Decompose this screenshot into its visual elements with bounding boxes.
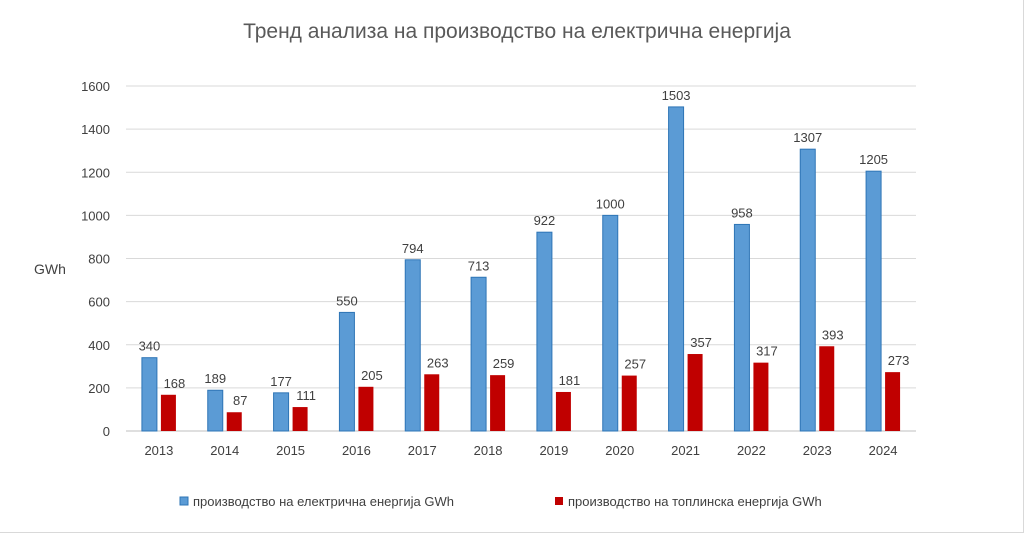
x-tick-label: 2013: [144, 443, 173, 458]
x-tick-label: 2018: [474, 443, 503, 458]
bar-thermal: [885, 372, 901, 431]
bar-electric: [338, 311, 355, 432]
data-label: 1503: [662, 88, 691, 103]
gridlines: [126, 85, 916, 432]
bar-thermal: [160, 394, 176, 431]
bar-electric: [602, 214, 619, 432]
x-tick-labels: 2013 2014 2015 2016 2017 2018 2019 2020 2021 2022…: [144, 443, 897, 458]
bar-electric: [141, 357, 158, 432]
chart-title: Тренд анализа на производство на електри…: [243, 20, 791, 43]
x-tick-label: 2016: [342, 443, 371, 458]
data-label: 357: [690, 335, 712, 350]
data-label: 273: [888, 353, 910, 368]
bar-thermal: [621, 375, 637, 431]
data-label: 177: [270, 374, 292, 389]
x-tick-label: 2020: [605, 443, 634, 458]
bar-thermal: [687, 354, 703, 431]
bar-electric: [668, 106, 685, 432]
x-tick-label: 2019: [539, 443, 568, 458]
legend: производство на електрична енергија GWh п…: [179, 494, 822, 509]
legend-swatch-electric: [179, 496, 189, 506]
y-tick-label: 1600: [81, 79, 110, 94]
bar-electric: [799, 148, 816, 432]
y-tick-label: 1000: [81, 208, 110, 223]
y-tick-label: 400: [88, 338, 110, 353]
y-tick-label: 1200: [81, 165, 110, 180]
data-label: 111: [296, 388, 316, 403]
x-tick-label: 2014: [210, 443, 239, 458]
x-tick-label: 2023: [803, 443, 832, 458]
data-label: 794: [402, 241, 424, 256]
bar-electric: [273, 392, 290, 432]
data-label: 87: [233, 393, 247, 408]
data-label: 1307: [793, 130, 822, 145]
bar-electric: [536, 231, 553, 432]
bar-thermal: [226, 412, 242, 431]
y-tick-label: 800: [88, 252, 110, 267]
bar-electric: [865, 170, 882, 432]
data-label: 713: [468, 258, 490, 273]
x-tick-label: 2024: [869, 443, 898, 458]
bar-thermal: [819, 346, 835, 431]
bar-electric: [207, 389, 224, 432]
x-tick-label: 2015: [276, 443, 305, 458]
y-tick-label: 200: [88, 381, 110, 396]
data-label: 205: [361, 368, 383, 383]
legend-label-thermal: производство на топлинска енергија GWh: [568, 494, 822, 509]
bars: [141, 106, 901, 432]
data-label: 259: [493, 356, 515, 371]
bar-electric: [470, 276, 487, 432]
data-labels: 340 168 189 87 177 111 550 205 794 263 713 259 922 18…: [139, 88, 910, 408]
y-tick-label: 1400: [81, 122, 110, 137]
legend-swatch-thermal: [555, 497, 563, 505]
data-label: 317: [756, 344, 778, 359]
data-label: 1000: [596, 196, 625, 211]
bar-thermal: [358, 386, 374, 431]
data-label: 393: [822, 327, 844, 342]
y-axis-label: GWh: [34, 261, 66, 277]
data-label: 181: [559, 373, 581, 388]
data-label: 550: [336, 293, 358, 308]
data-label: 340: [139, 339, 161, 354]
data-label: 1205: [859, 152, 888, 167]
y-tick-label: 600: [88, 295, 110, 310]
bar-thermal: [490, 375, 506, 431]
data-label: 958: [731, 205, 753, 220]
bar-thermal: [555, 391, 571, 431]
legend-label-electric: производство на електрична енергија GWh: [193, 494, 454, 509]
bar-electric: [733, 223, 750, 432]
data-label: 189: [204, 371, 226, 386]
x-tick-label: 2022: [737, 443, 766, 458]
y-tick-labels: 0 200 400 600 800 1000 1200 1400 1600: [81, 79, 110, 439]
data-label: 263: [427, 355, 449, 370]
x-tick-label: 2021: [671, 443, 700, 458]
bar-thermal: [753, 362, 769, 431]
bar-thermal: [292, 407, 308, 431]
bar-thermal: [424, 374, 440, 431]
x-tick-label: 2017: [408, 443, 437, 458]
data-label: 257: [624, 357, 646, 372]
data-label: 922: [534, 213, 556, 228]
data-label: 168: [164, 376, 186, 391]
y-tick-label: 0: [103, 424, 110, 439]
bar-electric: [404, 259, 421, 432]
